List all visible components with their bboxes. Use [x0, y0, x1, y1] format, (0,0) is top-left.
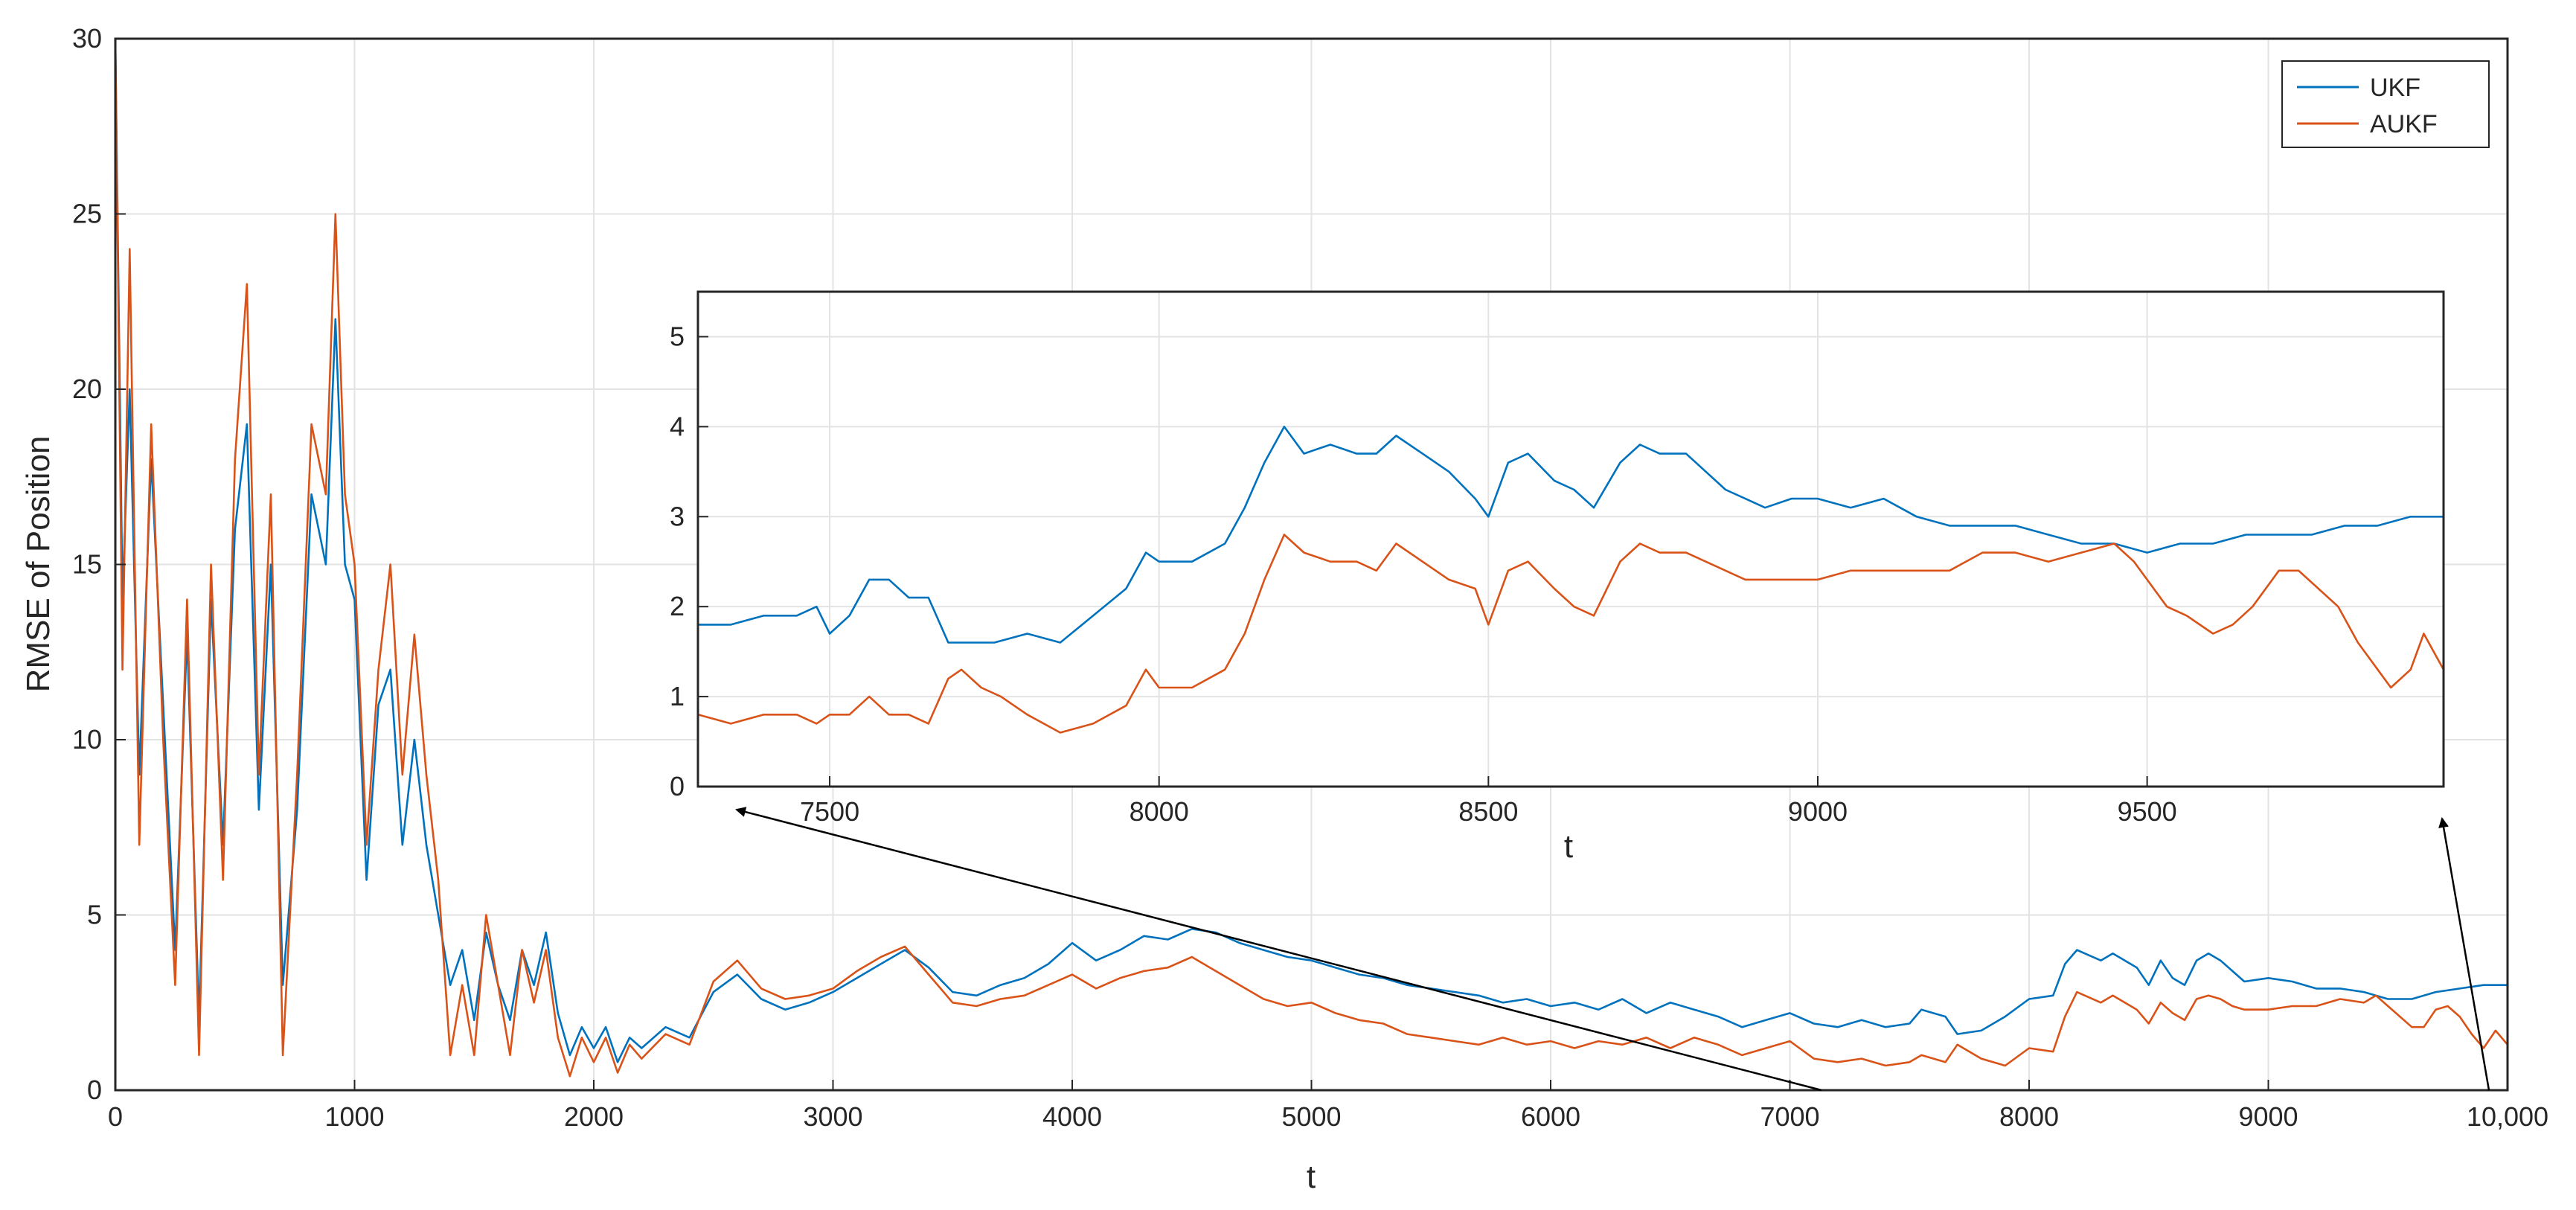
main-y-tick-label: 0 — [87, 1075, 102, 1105]
inset-x-tick-label: 8500 — [1458, 796, 1518, 827]
inset-y-tick-label: 2 — [670, 591, 685, 621]
main-x-label: t — [1307, 1159, 1316, 1195]
inset-y-tick-label: 5 — [670, 321, 685, 351]
legend-label-ukf: UKF — [2370, 74, 2420, 102]
main-y-tick-label: 10 — [72, 724, 102, 755]
inset-x-label: t — [1564, 828, 1573, 865]
inset-y-tick-label: 3 — [670, 501, 685, 531]
main-x-tick-label: 5000 — [1281, 1101, 1341, 1132]
inset-series — [697, 426, 2445, 734]
inset-axes-box — [696, 290, 2445, 788]
inset-y-tick-label: 1 — [670, 681, 685, 711]
main-x-tick-label: 9000 — [2238, 1101, 2298, 1132]
main-y-tick-label: 25 — [72, 199, 102, 229]
main-y-tick-label: 30 — [72, 23, 102, 54]
main-x-tick-label: 6000 — [1521, 1101, 1580, 1132]
main-x-tick-label: 0 — [108, 1101, 123, 1132]
inset-x-tick-label: 9000 — [1788, 796, 1848, 827]
main-x-tick-label: 4000 — [1042, 1101, 1102, 1132]
inset-background — [698, 292, 2444, 787]
inset-x-tick-label: 9500 — [2118, 796, 2177, 827]
main-series-aukf — [114, 38, 2508, 1078]
inset-tick-labels: 7500 8000 8500 9000 9500 0 1 2 3 4 5 — [670, 321, 2177, 827]
main-y-tick-label: 5 — [87, 900, 102, 930]
inset-x-tick-label: 7500 — [800, 796, 859, 827]
zoom-arrow-left — [735, 807, 1822, 1092]
main-tick-labels: 0 1000 2000 3000 4000 5000 6000 7000 8000 9000 10,… — [72, 23, 2548, 1132]
inset-series-aukf — [697, 534, 2445, 734]
main-x-tick-label: 7000 — [1760, 1101, 1819, 1132]
zoom-arrow-right — [2438, 817, 2490, 1091]
main-x-tick-label: 10,000 — [2467, 1101, 2548, 1132]
legend: UKF AUKF — [2281, 60, 2490, 148]
inset-series-ukf — [698, 426, 2444, 644]
legend-label-aukf: AUKF — [2370, 110, 2438, 138]
main-series — [114, 38, 2508, 1078]
main-x-tick-label: 3000 — [803, 1101, 862, 1132]
main-y-label: RMSE of Position — [20, 436, 57, 693]
inset-x-tick-label: 8000 — [1130, 796, 1189, 827]
main-x-tick-label: 8000 — [1999, 1101, 2059, 1132]
inset-y-tick-label: 4 — [670, 411, 685, 441]
inset-y-tick-label: 0 — [670, 771, 685, 801]
main-x-tick-label: 1000 — [324, 1101, 384, 1132]
main-y-tick-label: 15 — [72, 549, 102, 580]
legend-box — [2281, 60, 2490, 148]
main-x-tick-label: 2000 — [564, 1101, 624, 1132]
main-y-tick-label: 20 — [72, 374, 102, 404]
main-series-ukf — [114, 38, 2508, 1063]
